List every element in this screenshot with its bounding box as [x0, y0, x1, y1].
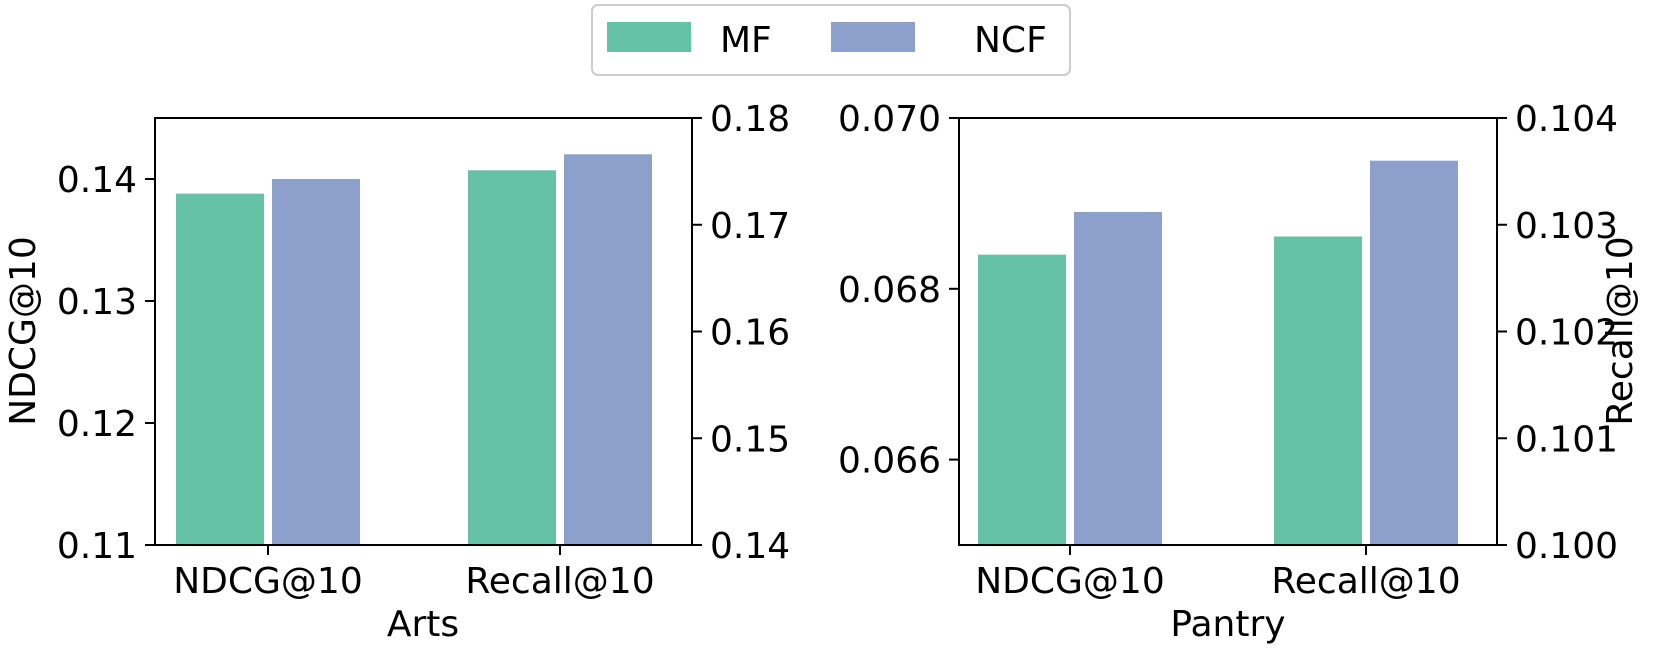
bar-mf-recall-at-10: [1274, 236, 1362, 545]
left-axis-arts: 0.11 0.12 0.13 0.14: [57, 160, 155, 567]
legend-label-mf: MF: [720, 20, 772, 61]
legend-label-ncf: NCF: [974, 20, 1047, 61]
bar-mf-ndcg-at-10: [176, 193, 264, 545]
right-axis-pantry: 0.100 0.101 0.102 0.103 0.104: [1497, 99, 1618, 567]
left-tick-label: 0.070: [838, 99, 941, 140]
right-tick-label: 0.14: [710, 526, 790, 567]
bar-ncf-recall-at-10: [1370, 160, 1458, 545]
right-tick-label: 0.16: [710, 313, 790, 354]
x-tick-label: Recall@10: [465, 561, 654, 602]
bar-mf-recall-at-10: [468, 170, 556, 545]
x-tick-label: Recall@10: [1271, 561, 1460, 602]
left-tick-label: 0.12: [57, 404, 137, 445]
left-tick-label: 0.14: [57, 160, 137, 201]
x-tick-label: NDCG@10: [975, 561, 1165, 602]
panel-arts: 0.11 0.12 0.13 0.14 0.14 0.15 0.16 0.17 0.18 ND…: [3, 99, 790, 645]
right-tick-label: 0.18: [710, 99, 790, 140]
right-tick-label: 0.101: [1515, 419, 1618, 460]
legend-swatch-ncf: [831, 22, 915, 52]
x-axis-title-pantry: Pantry: [1170, 604, 1285, 645]
left-tick-label: 0.068: [838, 270, 941, 311]
right-tick-label: 0.102: [1515, 313, 1618, 354]
right-tick-label: 0.17: [710, 206, 790, 247]
x-axis-pantry: NDCG@10 Recall@10: [975, 545, 1461, 602]
bar-mf-ndcg-at-10: [978, 254, 1066, 545]
right-tick-label: 0.15: [710, 419, 790, 460]
bar-ncf-ndcg-at-10: [272, 179, 360, 545]
legend-swatch-mf: [607, 22, 691, 52]
bar-ncf-recall-at-10: [564, 154, 652, 546]
left-tick-label: 0.11: [57, 526, 137, 567]
bars-arts: [176, 154, 652, 546]
x-axis-title-arts: Arts: [387, 604, 459, 645]
legend: MF NCF: [591, 4, 1071, 76]
bars-pantry: [978, 160, 1458, 545]
x-axis-arts: NDCG@10 Recall@10: [173, 545, 655, 602]
right-tick-label: 0.103: [1515, 206, 1618, 247]
x-tick-label: NDCG@10: [173, 561, 363, 602]
left-tick-label: 0.066: [838, 441, 941, 482]
right-axis-arts: 0.14 0.15 0.16 0.17 0.18: [692, 99, 790, 567]
y-axis-title-left-arts: NDCG@10: [3, 236, 44, 426]
left-axis-pantry: 0.066 0.068 0.070: [838, 99, 959, 482]
left-tick-label: 0.13: [57, 282, 137, 323]
right-tick-label: 0.100: [1515, 526, 1618, 567]
y-axis-title-right-pantry: Recall@10: [1600, 236, 1641, 425]
right-tick-label: 0.104: [1515, 99, 1618, 140]
bar-ncf-ndcg-at-10: [1074, 211, 1162, 545]
